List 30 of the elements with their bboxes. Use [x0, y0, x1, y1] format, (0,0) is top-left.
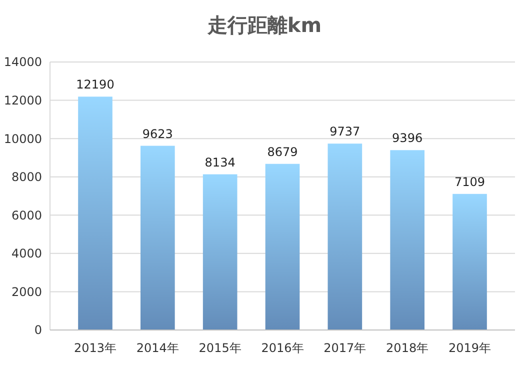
bar	[328, 144, 362, 330]
bar	[78, 96, 112, 330]
chart-title: 走行距離km	[206, 13, 322, 37]
bar	[390, 150, 424, 330]
bar	[202, 174, 238, 330]
data-label: 9396	[392, 131, 423, 146]
x-tick-label: 2016年	[261, 341, 304, 355]
y-tick-label: 0	[34, 323, 42, 338]
y-tick-label: 14000	[4, 55, 42, 70]
y-tick-label: 4000	[11, 246, 42, 261]
bar	[265, 164, 300, 330]
bar	[452, 194, 487, 330]
data-label: 7109	[454, 174, 486, 189]
x-tick-label: 2015年	[198, 341, 242, 355]
y-tick-label: 10000	[4, 132, 42, 146]
y-tick-label: 12000	[4, 93, 42, 108]
y-tick-label: 8000	[11, 170, 42, 184]
data-label: 8679	[267, 144, 298, 159]
bar	[140, 146, 175, 330]
data-label: 9623	[142, 126, 173, 141]
x-tick-label: 2014年	[136, 341, 179, 355]
y-tick-label: 2000	[11, 284, 42, 299]
data-label: 12190	[76, 78, 114, 92]
x-tick-label: 2018年	[386, 341, 429, 355]
data-label: 8134	[204, 155, 236, 170]
x-tick-label: 2017年	[324, 341, 366, 355]
y-tick-label: 6000	[11, 208, 42, 222]
x-tick-label: 2019年	[448, 341, 492, 355]
data-label: 9737	[330, 124, 360, 139]
x-tick-label: 2013年	[74, 341, 117, 355]
